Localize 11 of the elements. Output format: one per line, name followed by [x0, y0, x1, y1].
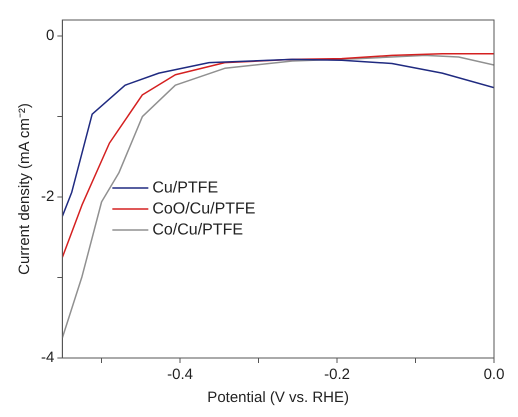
legend-label: Cu/PTFE — [152, 179, 218, 196]
legend-label: CoO/Cu/PTFE — [152, 200, 256, 218]
y-tick-label: -4 — [40, 349, 54, 366]
x-tick-label: -0.2 — [324, 366, 350, 384]
y-tick-label: -2 — [40, 188, 54, 206]
x-axis-title: Potential (V vs. RHE) — [207, 389, 350, 406]
y-tick-label: 0 — [46, 27, 54, 44]
x-tick-label: 0.0 — [484, 366, 504, 384]
legend-label: Co/Cu/PTFE — [152, 221, 244, 238]
y-axis-title: Current density (mA cm⁻²) — [16, 103, 34, 275]
x-tick-label: -0.4 — [167, 366, 193, 384]
